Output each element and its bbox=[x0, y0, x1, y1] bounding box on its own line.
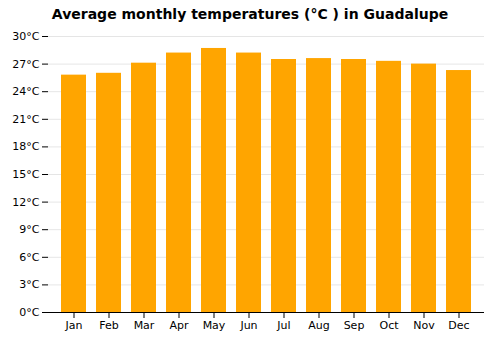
svg-text:24°C: 24°C bbox=[12, 85, 39, 98]
svg-text:Dec: Dec bbox=[448, 319, 469, 332]
svg-text:Jan: Jan bbox=[65, 319, 83, 332]
svg-text:27°C: 27°C bbox=[12, 58, 39, 71]
svg-text:21°C: 21°C bbox=[12, 113, 39, 126]
html-text:Average monthly temperatures (: Average monthly temperatures (°C ) in Gu… bbox=[51, 6, 449, 22]
svg-text:Oct: Oct bbox=[379, 319, 399, 332]
svg-text:0°C: 0°C bbox=[19, 306, 39, 319]
svg-text:3°C: 3°C bbox=[19, 278, 39, 291]
svg-text:May: May bbox=[203, 319, 226, 332]
svg-text:15°C: 15°C bbox=[12, 168, 39, 181]
svg-text:Apr: Apr bbox=[169, 319, 189, 332]
svg-text:12°C: 12°C bbox=[12, 196, 39, 209]
svg-text:6°C: 6°C bbox=[19, 251, 39, 264]
svg-text:30°C: 30°C bbox=[12, 30, 39, 43]
svg-text:Jun: Jun bbox=[239, 319, 257, 332]
svg-text:Sep: Sep bbox=[344, 319, 365, 332]
svg-text:9°C: 9°C bbox=[19, 223, 39, 236]
svg-text:Nov: Nov bbox=[413, 319, 435, 332]
svg-text:Feb: Feb bbox=[99, 319, 118, 332]
svg-text:Mar: Mar bbox=[134, 319, 155, 332]
svg-text:Aug: Aug bbox=[308, 319, 329, 332]
svg-text:Jul: Jul bbox=[276, 319, 290, 332]
svg-text:18°C: 18°C bbox=[12, 140, 39, 153]
